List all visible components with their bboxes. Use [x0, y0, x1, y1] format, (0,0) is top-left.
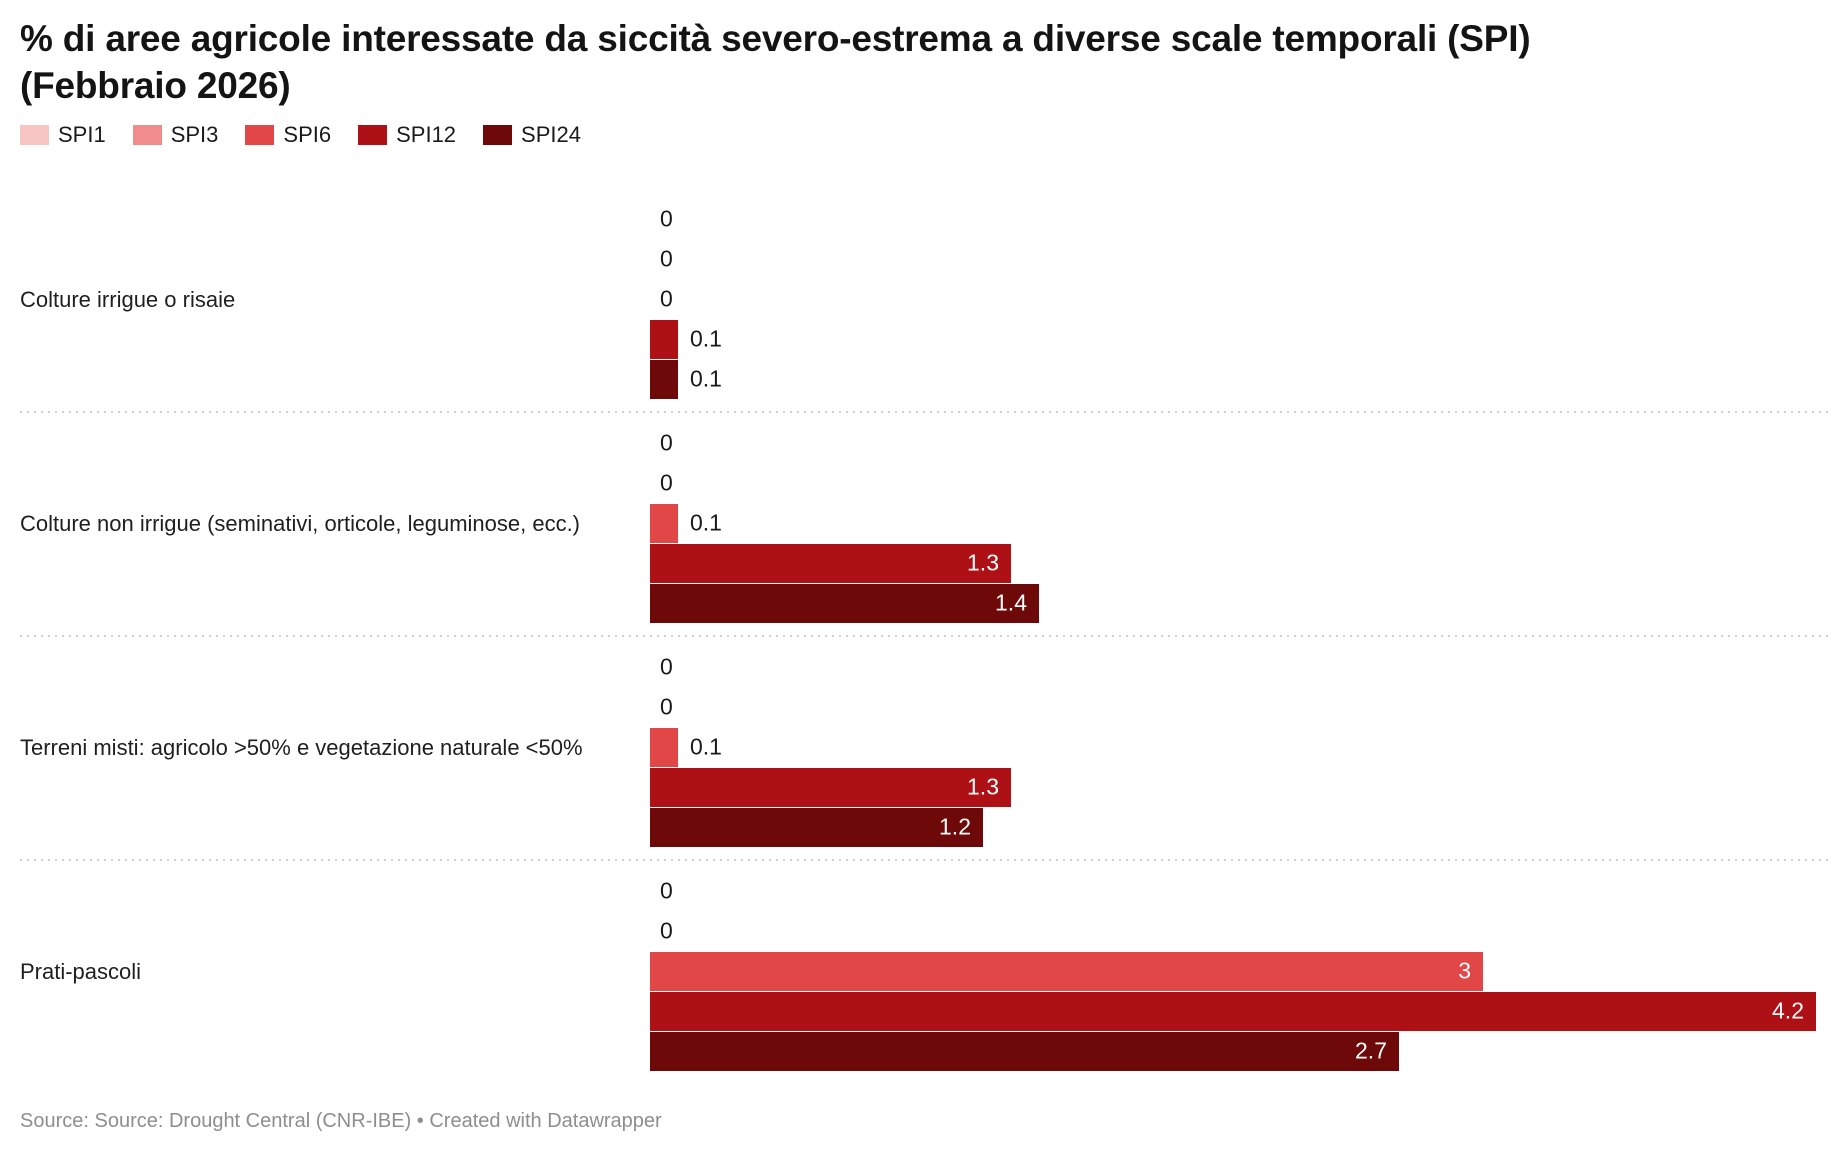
source-attribution: Source: Source: Drought Central (CNR-IBE… [20, 1110, 662, 1132]
value-label: 0.1 [690, 509, 722, 536]
value-label: 1.3 [967, 773, 999, 800]
legend-swatch-spi1 [20, 125, 49, 145]
bar-row-spi6: 3 [650, 952, 1830, 992]
legend: SPI1 SPI3 SPI6 SPI12 SPI24 [20, 122, 581, 148]
value-label: 0.1 [690, 733, 722, 760]
bar-spi24 [650, 584, 1039, 623]
bar-row-spi3: 0 [650, 240, 1830, 280]
legend-swatch-spi6 [245, 125, 275, 145]
category-group: Colture irrigue o risaie 0 0 0 0.1 0.1 [0, 200, 1840, 400]
value-label: 0 [660, 653, 673, 680]
legend-label-spi6: SPI6 [283, 122, 332, 147]
category-label: Colture irrigue o risaie [20, 287, 236, 313]
bar-row-spi1: 0 [650, 200, 1830, 240]
bar-row-spi3: 0 [650, 464, 1830, 504]
chart-title-line1: % di aree agricole interessate da siccit… [20, 18, 1531, 59]
legend-swatch-spi12 [358, 125, 388, 145]
value-label: 1.2 [939, 813, 971, 840]
legend-label-spi12: SPI12 [396, 122, 457, 147]
legend-item-spi12: SPI12 [358, 122, 456, 148]
value-label: 0.1 [690, 325, 722, 352]
bar-row-spi12: 1.3 [650, 768, 1830, 808]
bar-row-spi1: 0 [650, 872, 1830, 912]
bar-row-spi3: 0 [650, 688, 1830, 728]
bar-row-spi12: 0.1 [650, 320, 1830, 360]
chart-title-line2: (Febbraio 2026) [20, 64, 291, 106]
legend-item-spi6: SPI6 [245, 122, 331, 148]
value-label: 0 [660, 245, 673, 272]
category-label: Colture non irrigue (seminativi, orticol… [20, 511, 581, 537]
value-label: 0 [660, 469, 673, 496]
bar-row-spi1: 0 [650, 648, 1830, 688]
bar-row-spi3: 0 [650, 912, 1830, 952]
category-label: Terreni misti: agricolo >50% e vegetazio… [20, 735, 583, 761]
value-label: 0 [660, 205, 673, 232]
category-group: Colture non irrigue (seminativi, orticol… [0, 424, 1840, 624]
category-label: Prati-pascoli [20, 959, 142, 985]
bar-spi6 [650, 728, 678, 767]
bar-spi12 [650, 320, 678, 359]
chart-title: % di aree agricole interessate da siccit… [20, 16, 1531, 110]
bar-row-spi24: 0.1 [650, 360, 1830, 400]
group-separator [20, 411, 1832, 413]
bar-spi24 [650, 360, 678, 399]
bar-row-spi6: 0 [650, 280, 1830, 320]
bar-spi6 [650, 504, 678, 543]
bar-row-spi24: 1.2 [650, 808, 1830, 848]
value-label: 1.3 [967, 549, 999, 576]
bar-row-spi12: 4.2 [650, 992, 1830, 1032]
legend-swatch-spi3 [132, 125, 162, 145]
value-label: 0 [660, 429, 673, 456]
value-label: 0 [660, 917, 673, 944]
value-label: 0.1 [690, 365, 722, 392]
category-group: Terreni misti: agricolo >50% e vegetazio… [0, 648, 1840, 848]
value-label: 4.2 [1772, 997, 1804, 1024]
bar-spi12 [650, 768, 1011, 807]
legend-swatch-spi24 [483, 125, 513, 145]
legend-item-spi3: SPI3 [132, 122, 219, 148]
value-label: 3 [1458, 957, 1471, 984]
bar-spi24 [650, 808, 983, 847]
value-label: 0 [660, 285, 673, 312]
group-separator [20, 635, 1832, 637]
bar-row-spi6: 0.1 [650, 504, 1830, 544]
value-label: 0 [660, 693, 673, 720]
group-separator [20, 859, 1832, 861]
bar-spi24 [650, 1032, 1399, 1071]
legend-label-spi3: SPI3 [170, 122, 219, 147]
bar-row-spi24: 2.7 [650, 1032, 1830, 1072]
legend-item-spi24: SPI24 [483, 122, 581, 148]
value-label: 0 [660, 877, 673, 904]
bar-spi6 [650, 952, 1483, 991]
legend-label-spi1: SPI1 [58, 122, 106, 147]
bar-row-spi12: 1.3 [650, 544, 1830, 584]
bar-row-spi6: 0.1 [650, 728, 1830, 768]
value-label: 2.7 [1355, 1037, 1387, 1064]
bar-row-spi24: 1.4 [650, 584, 1830, 624]
category-group: Prati-pascoli 0 0 3 4.2 2.7 [0, 872, 1840, 1072]
legend-item-spi1: SPI1 [20, 122, 106, 148]
bar-row-spi1: 0 [650, 424, 1830, 464]
value-label: 1.4 [995, 589, 1027, 616]
legend-label-spi24: SPI24 [521, 122, 581, 147]
bar-spi12 [650, 992, 1816, 1031]
bar-spi12 [650, 544, 1011, 583]
